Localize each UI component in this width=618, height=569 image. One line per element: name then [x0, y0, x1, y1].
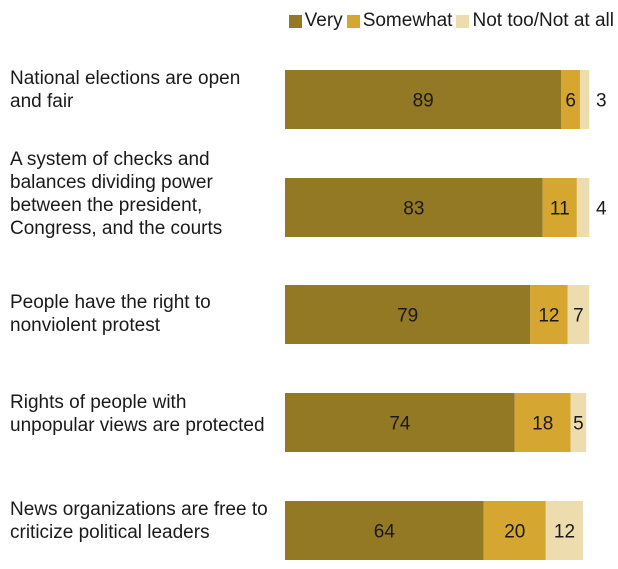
bar-segment-somewhat	[514, 393, 571, 452]
data-label-not: 5	[573, 414, 584, 435]
legend-swatch-somewhat	[346, 14, 360, 28]
bar-segment-somewhat	[561, 70, 580, 129]
bar-segment-somewhat	[483, 501, 546, 560]
bar-segment-not	[567, 285, 590, 344]
legend: Very Somewhat Not too/Not at all	[285, 10, 614, 32]
legend-label-not: Not too/Not at all	[472, 10, 614, 31]
data-label-somewhat: 18	[532, 414, 553, 435]
category-label: A system of checks and balances dividing…	[10, 149, 223, 239]
bar-segment-somewhat	[542, 178, 577, 237]
data-label-very: 79	[397, 306, 418, 327]
data-label-very: 89	[413, 91, 434, 112]
data-label-somewhat: 6	[565, 91, 576, 112]
legend-item-very: Very	[288, 10, 343, 32]
bar-segment-very	[285, 70, 562, 129]
data-label-somewhat: 11	[550, 199, 570, 220]
data-label-very: 74	[389, 414, 411, 435]
data-label-not: 12	[554, 522, 575, 543]
data-label-not: 7	[573, 306, 584, 327]
data-label-not: 4	[596, 199, 607, 220]
category-label: News organizations are free to criticize…	[10, 499, 268, 543]
bar-segment-very	[285, 393, 515, 452]
bar-segment-very	[285, 285, 531, 344]
legend-label-very: Very	[304, 10, 343, 31]
bar-segment-very	[285, 178, 543, 237]
data-label-very: 64	[374, 522, 396, 543]
data-label-somewhat: 12	[538, 306, 559, 327]
bar-segment-somewhat	[530, 285, 568, 344]
legend-label-somewhat: Somewhat	[362, 10, 453, 31]
bar-segment-not	[570, 393, 587, 452]
data-label-very: 83	[403, 199, 424, 220]
bar-segment-not	[545, 501, 584, 560]
category-label: National elections are open and fair	[10, 68, 241, 112]
legend-item-somewhat: Somewhat	[346, 10, 453, 32]
legend-swatch-not	[456, 14, 470, 28]
legend-item-not: Not too/Not at all	[456, 10, 614, 32]
bar-segment-not	[579, 70, 590, 129]
category-label: Rights of people with unpopular views ar…	[10, 392, 265, 436]
bar-segment-not	[576, 178, 590, 237]
legend-swatch-very	[288, 14, 302, 28]
data-label-not: 3	[596, 91, 607, 112]
category-label: People have the right to nonviolent prot…	[10, 292, 211, 336]
bar-segment-very	[285, 501, 484, 560]
data-label-somewhat: 20	[504, 522, 525, 543]
